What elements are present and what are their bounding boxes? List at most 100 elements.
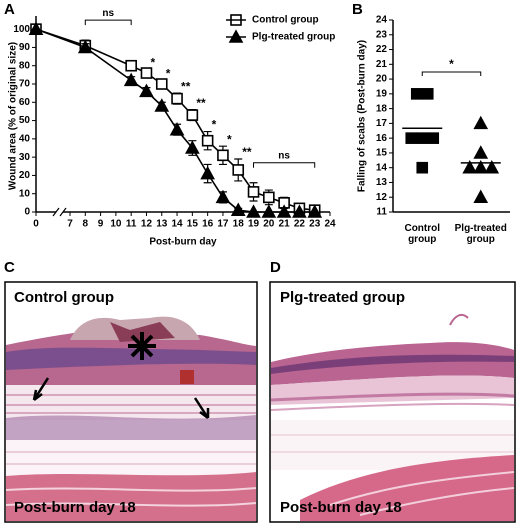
y-tick-label: 22 <box>376 44 388 55</box>
data-point <box>139 83 154 98</box>
data-point <box>171 92 183 105</box>
annotation: ** <box>181 79 191 93</box>
y-tick-label: 23 <box>376 29 388 40</box>
x-tick-label: Plg-treated group <box>455 223 507 245</box>
y-tick-label: 17 <box>376 118 388 129</box>
data-point <box>215 189 231 204</box>
x-tick-label: 10 <box>110 219 122 230</box>
y-axis-label: Wound area (% of original size) <box>8 42 19 190</box>
legend-label: Control group <box>252 15 319 26</box>
y-tick-label: 20 <box>19 170 31 181</box>
x-tick-label: 18 <box>233 219 245 230</box>
x-axis-label: Post-burn day <box>149 237 217 248</box>
annotation: ns <box>278 150 290 161</box>
series-line <box>35 28 315 211</box>
y-tick-label: 13 <box>376 177 388 188</box>
y-tick-label: 10 <box>19 188 31 199</box>
panel-letter: D <box>270 259 281 276</box>
y-tick-label: 11 <box>376 207 387 218</box>
x-tick-label: 21 <box>279 219 291 230</box>
legend-label: Plg-treated group <box>252 32 335 43</box>
data-point <box>246 204 261 218</box>
y-tick-label: 19 <box>376 88 388 99</box>
data-point <box>276 204 292 218</box>
data-point <box>28 21 44 35</box>
image-title: Control group <box>14 289 114 306</box>
data-point <box>473 189 489 204</box>
x-tick-label: Control group <box>404 223 440 245</box>
y-tick-label: 50 <box>19 115 31 126</box>
y-tick-label: 14 <box>376 162 388 173</box>
x-tick-label: 20 <box>263 219 275 230</box>
data-point <box>462 160 478 174</box>
data-point <box>230 202 246 216</box>
significance-bracket <box>421 71 482 76</box>
y-tick-label: 80 <box>19 60 31 71</box>
data-point <box>201 134 214 147</box>
significance-bracket <box>84 19 132 26</box>
annotation: ** <box>196 96 206 110</box>
data-point <box>169 122 185 136</box>
x-tick-label: 15 <box>187 219 199 230</box>
x-tick-label: 19 <box>248 219 260 230</box>
data-point <box>155 78 168 90</box>
x-tick-label: 12 <box>141 219 153 230</box>
data-point <box>77 39 93 54</box>
data-point <box>217 149 229 162</box>
image-caption: Post-burn day 18 <box>14 499 136 516</box>
data-point <box>421 88 434 100</box>
annotation: ns <box>102 8 114 19</box>
data-point <box>232 164 245 176</box>
x-tick-label: 0 <box>33 219 39 230</box>
y-tick-label: 70 <box>19 79 31 90</box>
data-point <box>247 186 260 198</box>
series-line <box>35 28 315 213</box>
data-point <box>292 204 307 218</box>
x-tick-label: 13 <box>156 219 168 230</box>
y-tick-label: 0 <box>24 207 30 218</box>
x-tick-label: 22 <box>294 219 306 230</box>
data-point <box>123 72 139 87</box>
data-point <box>263 191 275 204</box>
data-point <box>405 132 418 144</box>
x-tick-label: 8 <box>83 219 89 230</box>
x-tick-label: 11 <box>126 219 137 230</box>
micrograph <box>4 281 258 523</box>
x-tick-label: 9 <box>98 219 104 230</box>
x-tick-label: 23 <box>309 219 321 230</box>
data-point <box>427 132 440 144</box>
data-point <box>200 165 215 180</box>
data-point <box>307 204 323 218</box>
y-tick-label: 20 <box>376 74 388 85</box>
annotation: * <box>150 56 155 70</box>
data-point <box>484 160 500 174</box>
data-point <box>154 98 170 112</box>
panel-letter: A <box>4 1 15 18</box>
y-tick-label: 21 <box>376 59 388 70</box>
y-tick-label: 12 <box>376 192 388 203</box>
annotation: * <box>449 57 454 71</box>
x-tick-label: 7 <box>67 219 73 230</box>
data-point <box>140 67 153 79</box>
data-point <box>125 59 137 72</box>
data-point <box>473 160 489 174</box>
y-tick-label: 90 <box>19 42 31 53</box>
y-tick-label: 60 <box>19 97 31 108</box>
y-tick-label: 15 <box>376 148 388 159</box>
data-point <box>185 140 200 154</box>
panel-letter: B <box>352 1 363 18</box>
significance-bracket <box>253 162 316 168</box>
y-tick-label: 24 <box>376 15 388 26</box>
x-tick-label: 16 <box>202 219 214 230</box>
x-tick-label: 14 <box>171 219 183 230</box>
data-point <box>473 145 489 159</box>
annotation: * <box>227 132 232 146</box>
axis-break <box>52 207 67 217</box>
data-point <box>473 115 489 130</box>
x-tick-label: 17 <box>217 219 229 230</box>
annotation: * <box>166 67 171 81</box>
annotation: * <box>212 118 217 132</box>
image-caption: Post-burn day 18 <box>280 499 402 516</box>
y-tick-label: 16 <box>376 133 388 144</box>
